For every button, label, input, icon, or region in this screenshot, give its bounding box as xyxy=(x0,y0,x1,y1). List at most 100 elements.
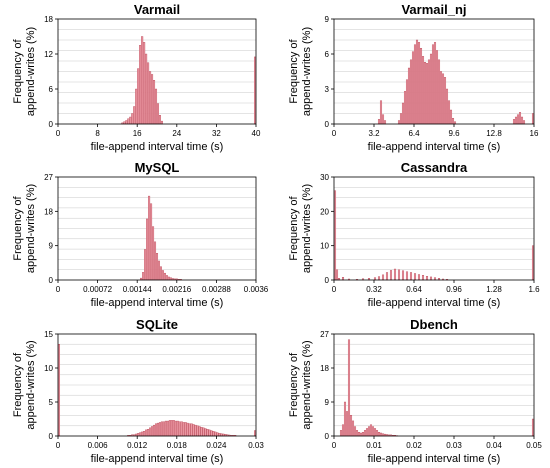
bar xyxy=(148,195,151,281)
x-axis-label: file-append interval time (s) xyxy=(368,297,501,309)
chart-panel-cassandra: 0 10 20 30 0 0.32 0.64 0.96 1.28 1.6 Cassandra file… xyxy=(288,160,540,309)
chart-panel-sqlite: 0 5 10 15 0 0.006 0.012 0.018 0.024 0.03 SQLite fil… xyxy=(12,317,264,465)
bar xyxy=(409,59,413,125)
bar xyxy=(125,120,128,125)
bar xyxy=(158,422,161,437)
bar xyxy=(212,431,215,437)
bar xyxy=(411,51,415,125)
bar xyxy=(152,226,155,281)
bar xyxy=(516,114,520,125)
bar xyxy=(347,339,351,437)
bar xyxy=(151,426,154,437)
bar xyxy=(192,424,195,437)
bar xyxy=(157,260,160,281)
x-tick-label: 0.03 xyxy=(446,441,462,450)
bar xyxy=(184,422,187,437)
bar xyxy=(375,430,379,437)
bar xyxy=(397,120,401,125)
bar xyxy=(520,116,524,125)
bar xyxy=(180,421,183,437)
bar xyxy=(341,424,345,437)
bar xyxy=(164,420,167,437)
bar xyxy=(210,430,213,437)
y-tick-label: 0 xyxy=(325,432,330,441)
bar xyxy=(176,420,179,437)
bar xyxy=(441,73,445,125)
x-tick-label: 32 xyxy=(212,129,221,138)
x-tick-label: 0.02 xyxy=(406,441,422,450)
x-tick-label: 16 xyxy=(133,129,142,138)
bar xyxy=(178,421,181,437)
x-axis-label: file-append interval time (s) xyxy=(91,141,224,153)
bar xyxy=(131,113,134,125)
x-tick-label: 0.96 xyxy=(446,285,462,294)
bar xyxy=(341,277,345,281)
bar xyxy=(129,116,132,125)
chart-panel-varmail: 0 6 12 18 0 8 16 24 32 40 Varmail file-append inter… xyxy=(12,2,261,153)
bar xyxy=(399,113,403,125)
chart-title: Varmail xyxy=(134,2,180,17)
x-tick-label: 0 xyxy=(56,285,61,294)
bar xyxy=(154,241,157,281)
bar xyxy=(196,425,199,437)
bar xyxy=(531,113,535,125)
x-tick-label: 24 xyxy=(172,129,181,138)
bar xyxy=(351,420,355,437)
bar xyxy=(162,421,165,437)
bar xyxy=(174,420,177,437)
chart-title: Cassandra xyxy=(401,160,468,175)
x-tick-label: 0 xyxy=(332,441,337,450)
bar xyxy=(531,245,535,281)
bar xyxy=(143,431,146,437)
bar xyxy=(367,426,371,437)
bar xyxy=(383,120,387,125)
y-tick-label: 18 xyxy=(44,15,53,24)
plot-frame xyxy=(57,176,257,281)
bar xyxy=(198,426,201,437)
bar xyxy=(417,274,421,281)
x-tick-label: 0.0036 xyxy=(244,285,269,294)
x-tick-label: 16 xyxy=(530,129,539,138)
bar xyxy=(168,420,171,437)
bar xyxy=(381,274,385,281)
y-axis-label-line-1: Frequency of xyxy=(12,352,24,417)
chart-title: SQLite xyxy=(136,317,178,332)
y-tick-label: 10 xyxy=(44,364,53,373)
plot-frame xyxy=(57,333,257,437)
y-tick-label: 18 xyxy=(320,364,329,373)
y-tick-label: 0 xyxy=(49,120,54,129)
bar xyxy=(161,270,164,281)
bar xyxy=(190,423,193,437)
bar xyxy=(133,106,136,125)
y-tick-label: 0 xyxy=(325,120,330,129)
x-tick-label: 8 xyxy=(95,129,100,138)
y-axis-label-line-2: append-writes (%) xyxy=(25,184,37,273)
bar xyxy=(415,39,419,125)
x-tick-label: 0.00216 xyxy=(162,285,191,294)
x-tick-label: 0.04 xyxy=(486,441,502,450)
x-tick-label: 0.006 xyxy=(88,441,109,450)
bar xyxy=(401,102,405,125)
y-tick-label: 9 xyxy=(49,242,54,251)
bar xyxy=(385,272,389,281)
bar xyxy=(359,432,363,437)
bar xyxy=(447,100,451,125)
bar xyxy=(154,423,158,437)
x-tick-label: 0.32 xyxy=(366,285,382,294)
bar xyxy=(339,430,343,437)
x-tick-label: 9.6 xyxy=(448,129,460,138)
bar xyxy=(371,426,375,437)
y-tick-label: 27 xyxy=(44,173,53,182)
bar xyxy=(417,42,421,125)
bar xyxy=(137,433,140,437)
y-axis-label-line-2: append-writes (%) xyxy=(301,340,313,429)
x-tick-label: 0 xyxy=(56,129,61,138)
bar xyxy=(147,429,150,437)
bar xyxy=(389,270,393,281)
bar xyxy=(146,218,149,281)
bar xyxy=(149,71,152,125)
bar xyxy=(433,42,437,125)
bar xyxy=(202,427,205,437)
bar xyxy=(413,44,417,125)
y-tick-label: 9 xyxy=(325,15,330,24)
